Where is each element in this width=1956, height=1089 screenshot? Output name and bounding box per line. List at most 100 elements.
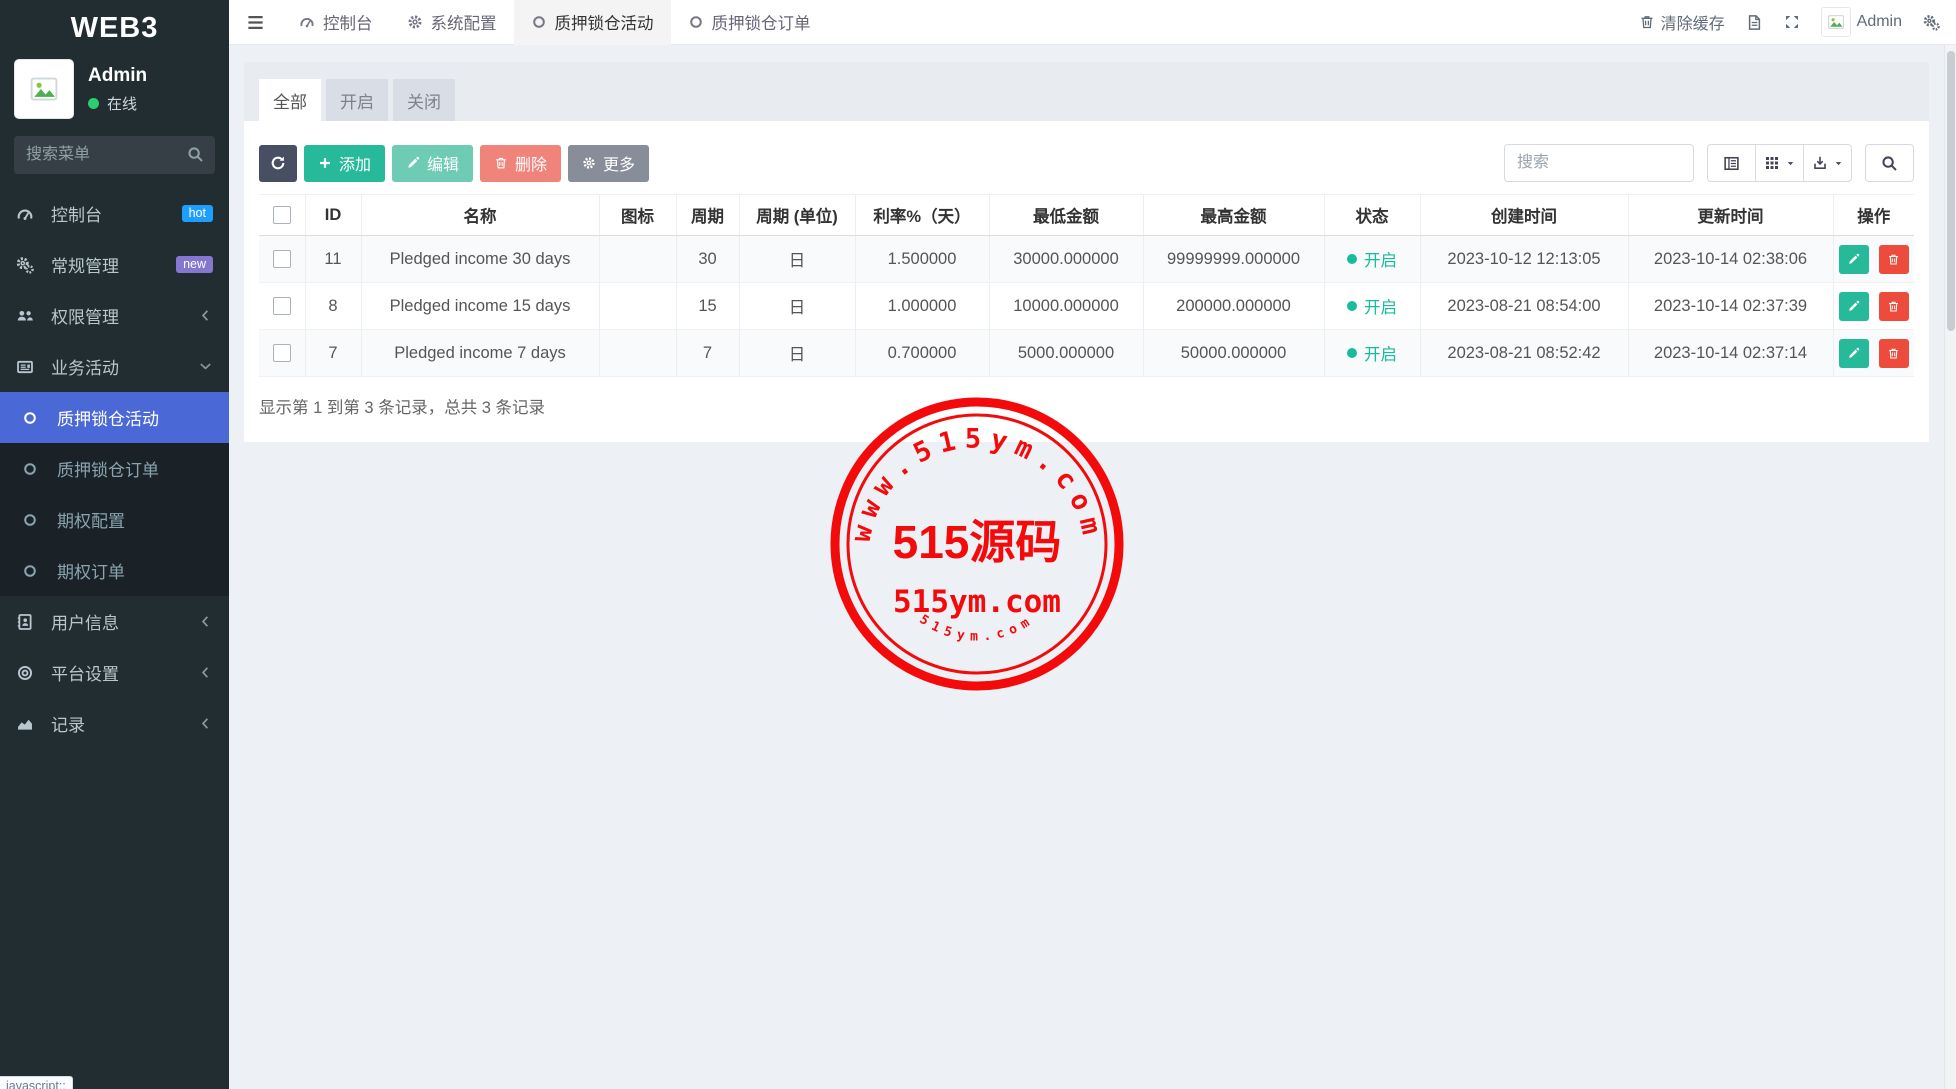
cell-rate: 1.000000 xyxy=(854,282,989,330)
sidebar-subitem-pledge-activity[interactable]: 质押锁仓活动 xyxy=(0,392,229,443)
status-dot-icon xyxy=(1347,254,1357,264)
col-created: 创建时间 xyxy=(1419,194,1628,236)
status-dot-icon xyxy=(1347,348,1357,358)
cell-max-amount: 200000.000000 xyxy=(1142,282,1324,330)
sidebar-item-user-info[interactable]: 用户信息 xyxy=(0,596,229,647)
cell-cycle-unit: 日 xyxy=(738,329,855,377)
sidebar-search xyxy=(14,136,215,174)
trash-icon xyxy=(1887,253,1900,266)
row-edit-button[interactable] xyxy=(1838,291,1869,321)
cell-name: Pledged income 30 days xyxy=(360,235,599,283)
hot-badge: hot xyxy=(181,204,213,223)
cell-id: 8 xyxy=(304,282,361,330)
cell-icon xyxy=(598,235,676,283)
refresh-button[interactable] xyxy=(259,144,297,182)
sidebar-item-dashboard[interactable]: 控制台 hot xyxy=(0,188,229,239)
more-button[interactable]: 更多 xyxy=(568,144,650,182)
sidebar-item-records[interactable]: 记录 xyxy=(0,698,229,749)
trash-icon xyxy=(494,156,508,170)
circle-o-icon xyxy=(22,563,48,579)
row-edit-button[interactable] xyxy=(1838,338,1869,368)
expand-icon xyxy=(1784,14,1800,30)
gears-icon xyxy=(1923,14,1940,31)
row-checkbox[interactable] xyxy=(272,250,291,269)
sidebar-item-business[interactable]: 业务活动 xyxy=(0,341,229,392)
row-delete-button[interactable] xyxy=(1878,244,1909,274)
panel: 全部 开启 关闭 添加 xyxy=(244,62,1929,442)
export-icon xyxy=(1812,155,1828,171)
search-toggle-button[interactable] xyxy=(1865,144,1914,182)
chevron-left-icon xyxy=(198,665,213,680)
topbar-right: 清除缓存 Admin xyxy=(1639,7,1956,37)
data-table: ID 名称 图标 周期 周期 (单位) 利率%（天） 最低金额 最高金额 状态 … xyxy=(259,194,1914,377)
cell-rate: 0.700000 xyxy=(854,329,989,377)
sidebar-item-label: 质押锁仓活动 xyxy=(57,410,159,429)
record-summary: 显示第 1 到第 3 条记录，总共 3 条记录 xyxy=(259,399,546,417)
topbar-tab-pledge-activity[interactable]: 质押锁仓活动 xyxy=(513,0,671,45)
edit-button[interactable]: 编辑 xyxy=(392,144,474,182)
row-delete-button[interactable] xyxy=(1878,291,1909,321)
sidebar-search-input[interactable] xyxy=(14,136,215,174)
sidebar-item-label: 质押锁仓订单 xyxy=(57,461,159,480)
export-button[interactable] xyxy=(1803,144,1852,182)
topbar-tab-system-config[interactable]: 系统配置 xyxy=(390,0,514,45)
sidebar-item-label: 权限管理 xyxy=(51,308,119,327)
topbar-tab-pledge-orders[interactable]: 质押锁仓订单 xyxy=(671,0,828,45)
cell-created: 2023-08-21 08:52:42 xyxy=(1419,329,1628,377)
topbar-tab-dashboard[interactable]: 控制台 xyxy=(282,0,390,45)
tab-enabled[interactable]: 开启 xyxy=(326,79,388,121)
clear-cache-button[interactable]: 清除缓存 xyxy=(1639,10,1725,34)
chevron-left-icon xyxy=(198,716,213,731)
col-cycle-unit: 周期 (单位) xyxy=(738,194,855,236)
table-header-row: ID 名称 图标 周期 周期 (单位) 利率%（天） 最低金额 最高金额 状态 … xyxy=(259,194,1914,236)
view-button-group xyxy=(1707,144,1852,182)
row-checkbox[interactable] xyxy=(272,344,291,363)
delete-button[interactable]: 删除 xyxy=(480,144,562,182)
cell-id: 7 xyxy=(304,329,361,377)
user-status-label: 在线 xyxy=(107,95,138,113)
newspaper-icon xyxy=(16,358,42,376)
fullscreen-button[interactable] xyxy=(1784,14,1800,30)
scrollbar-thumb[interactable] xyxy=(1947,51,1955,331)
cell-icon xyxy=(598,329,676,377)
menu-icon[interactable] xyxy=(229,13,282,32)
sidebar-subitem-option-config[interactable]: 期权配置 xyxy=(0,494,229,545)
sidebar-item-platform-settings[interactable]: 平台设置 xyxy=(0,647,229,698)
refresh-icon xyxy=(270,155,286,171)
detail-view-button[interactable] xyxy=(1707,144,1756,182)
cell-cycle-unit: 日 xyxy=(738,282,855,330)
scrollbar[interactable] xyxy=(1944,45,1956,1089)
delete-button-label: 删除 xyxy=(515,157,548,174)
col-actions: 操作 xyxy=(1832,194,1914,236)
topbar-user[interactable]: Admin xyxy=(1820,7,1902,37)
columns-button[interactable] xyxy=(1755,144,1804,182)
cell-updated: 2023-10-14 02:38:06 xyxy=(1627,235,1833,283)
cell-cycle-unit: 日 xyxy=(738,235,855,283)
sidebar-subitem-option-orders[interactable]: 期权订单 xyxy=(0,545,229,596)
row-delete-button[interactable] xyxy=(1878,338,1909,368)
caret-down-icon xyxy=(1833,158,1844,169)
detail-view-icon xyxy=(1723,155,1740,172)
gear-icon xyxy=(407,14,423,30)
search-icon[interactable] xyxy=(187,146,204,163)
sidebar-item-label: 期权配置 xyxy=(57,512,125,531)
select-all-checkbox[interactable] xyxy=(272,206,291,225)
col-max-amount: 最高金额 xyxy=(1142,194,1324,236)
col-icon: 图标 xyxy=(598,194,676,236)
toolbar: 添加 编辑 删除 更多 xyxy=(259,144,1914,182)
sidebar-subitem-pledge-orders[interactable]: 质押锁仓订单 xyxy=(0,443,229,494)
settings-button[interactable] xyxy=(1923,14,1940,31)
cell-name: Pledged income 15 days xyxy=(360,282,599,330)
language-file-button[interactable] xyxy=(1746,14,1763,31)
sidebar-item-general[interactable]: 常规管理 new xyxy=(0,239,229,290)
add-button[interactable]: 添加 xyxy=(304,144,386,182)
sidebar-item-auth[interactable]: 权限管理 xyxy=(0,290,229,341)
tab-all[interactable]: 全部 xyxy=(259,79,321,121)
row-checkbox[interactable] xyxy=(272,297,291,316)
sidebar-item-label: 控制台 xyxy=(51,206,102,225)
col-cycle: 周期 xyxy=(675,194,739,236)
topbar-tab-label: 质押锁仓订单 xyxy=(711,15,811,33)
row-edit-button[interactable] xyxy=(1838,244,1869,274)
table-search-input[interactable] xyxy=(1504,144,1694,182)
tab-disabled[interactable]: 关闭 xyxy=(393,79,455,121)
